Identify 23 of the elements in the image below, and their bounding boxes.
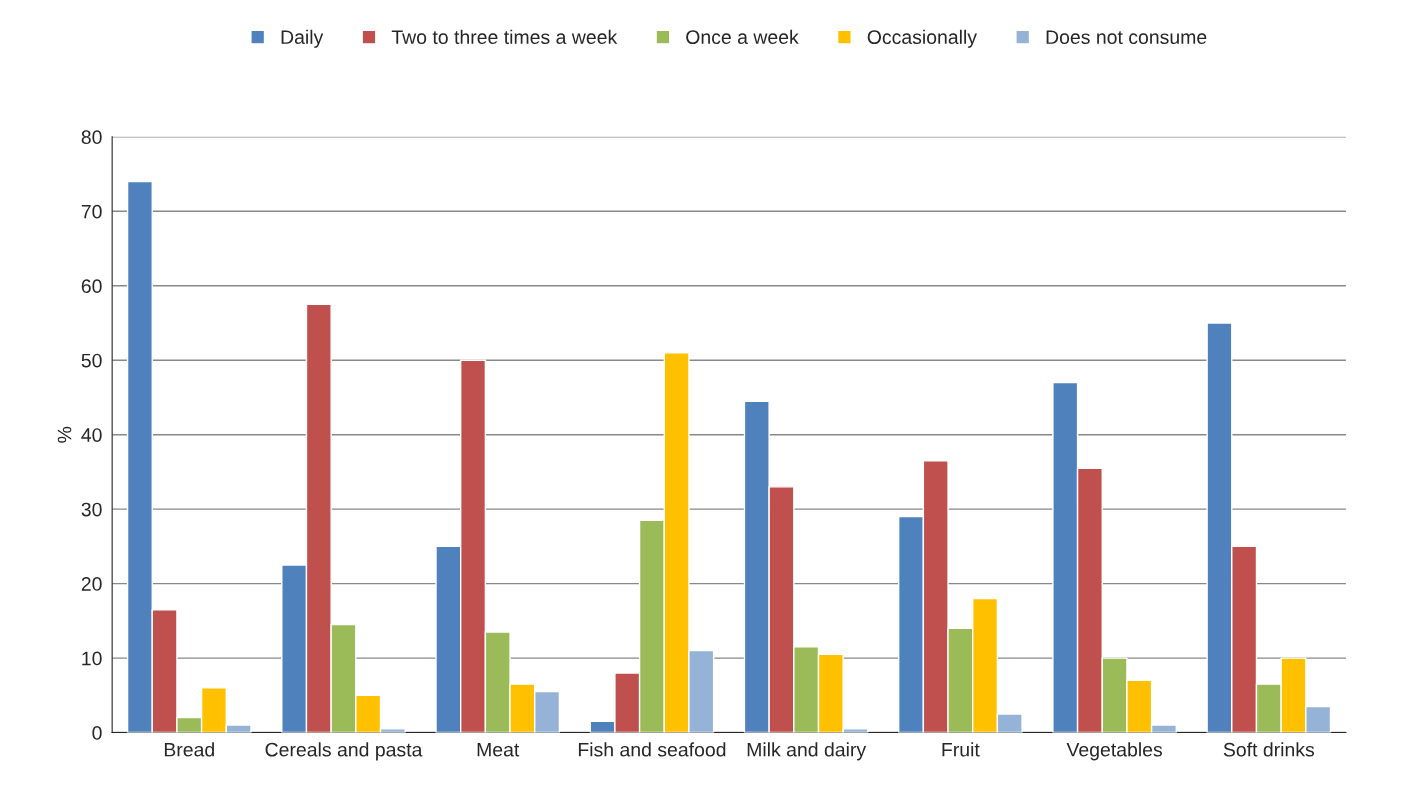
y-tick-label: 20 <box>81 577 102 591</box>
x-tick-label: Fruit <box>942 742 980 757</box>
legend-label: Occasionally <box>867 29 977 48</box>
x-tick-label: Fish and seafood <box>578 742 726 757</box>
legend-label: Two to three times a week <box>391 29 618 45</box>
x-tick-label: Bread <box>164 742 214 757</box>
x-tick-label: Meat <box>477 742 520 757</box>
legend-label: Does not consume <box>1046 30 1207 45</box>
legend-label: Daily <box>281 29 324 48</box>
y-tick-label: 0 <box>92 726 102 740</box>
x-tick-label: Milk and dairy <box>747 742 867 761</box>
x-tick-label: Cereals and pasta <box>265 742 423 761</box>
y-tick-label: 30 <box>81 502 102 517</box>
y-axis-title: % <box>57 426 72 443</box>
y-tick-label: 70 <box>81 204 102 219</box>
x-tick-label: Soft drinks <box>1223 742 1315 757</box>
y-tick-label: 40 <box>81 428 102 442</box>
y-tick-label: 60 <box>81 279 102 294</box>
y-tick-label: 50 <box>81 353 102 368</box>
legend-label: Once a week <box>686 29 799 45</box>
x-tick-label: Vegetables <box>1066 742 1163 761</box>
y-tick-label: 10 <box>82 651 102 666</box>
y-tick-label: 80 <box>81 130 102 145</box>
